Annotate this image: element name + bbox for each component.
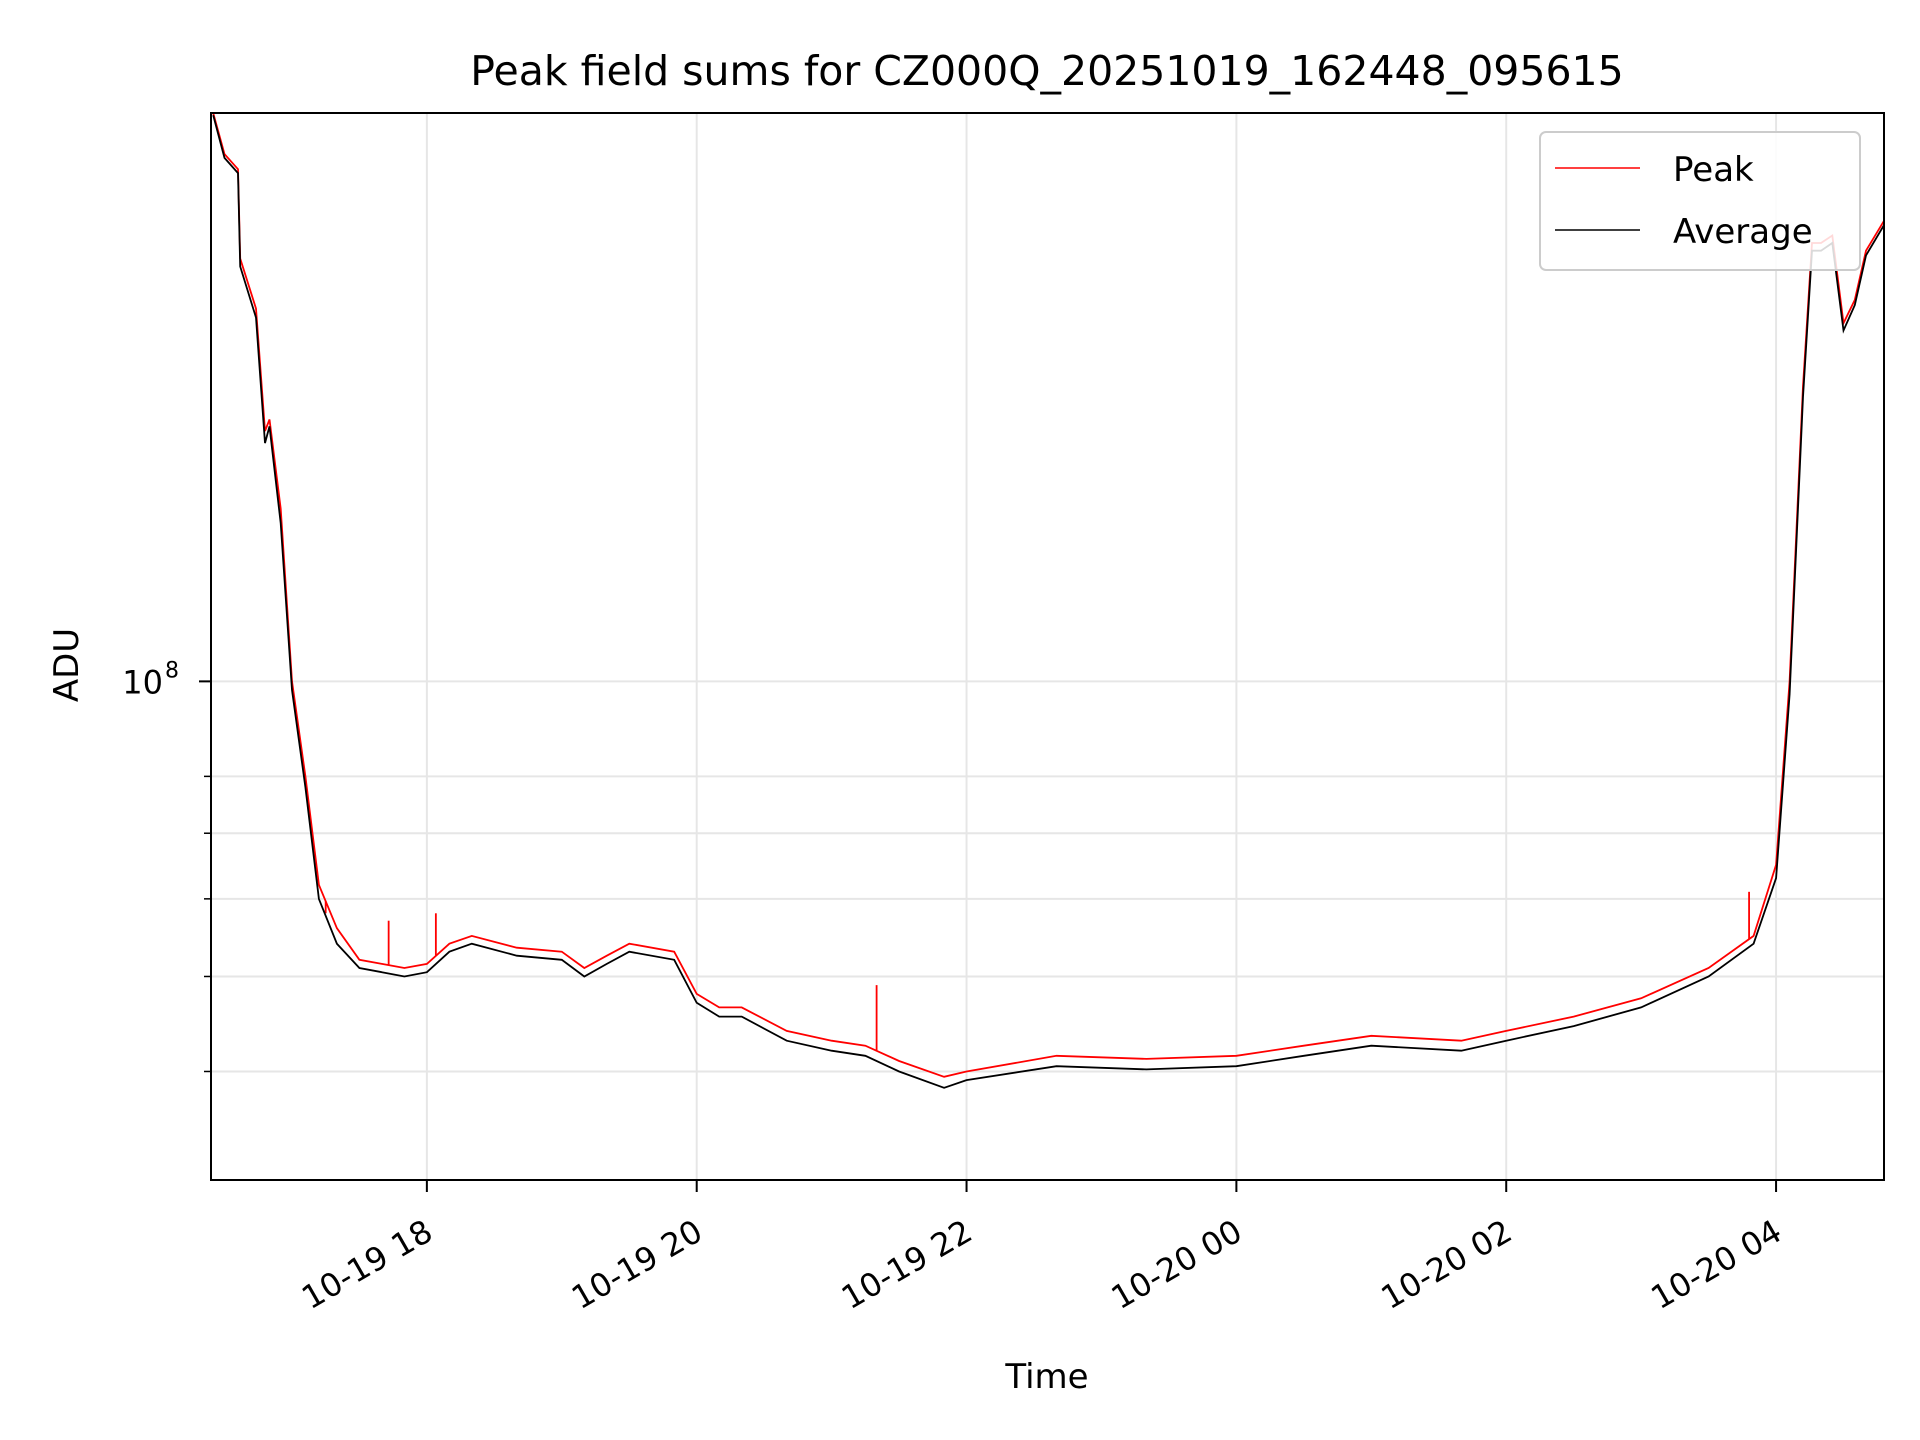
average-series-line xyxy=(212,114,1884,1089)
y-tick-label: 10 xyxy=(122,663,163,701)
legend-box xyxy=(1539,131,1861,271)
chart-title: Peak field sums for CZ000Q_20251019_1624… xyxy=(470,47,1623,95)
y-axis-label: ADU xyxy=(47,628,87,702)
y-tick-exponent: 8 xyxy=(165,658,179,683)
x-axis-label: Time xyxy=(1004,1357,1088,1397)
peak-series-line xyxy=(212,113,1884,1078)
legend: Peak Average xyxy=(1539,131,1861,271)
legend-average-label: Average xyxy=(1673,212,1813,252)
series-layer xyxy=(212,113,1884,1089)
legend-peak-label: Peak xyxy=(1673,150,1754,190)
grid-lines xyxy=(211,113,1884,1180)
plot-frame xyxy=(210,112,1885,1181)
